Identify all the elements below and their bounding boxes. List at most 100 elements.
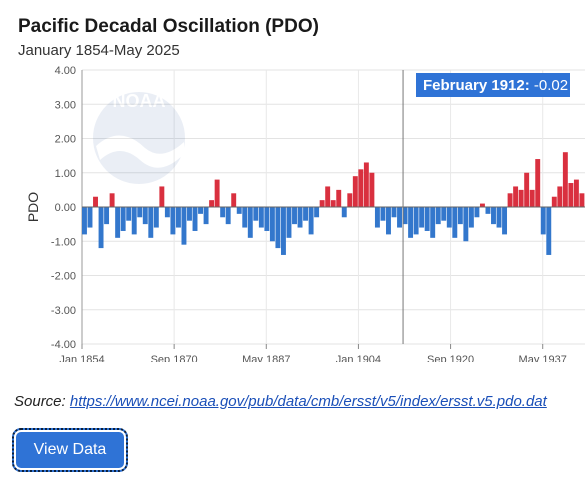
pdo-bar xyxy=(397,207,402,228)
pdo-bar xyxy=(109,193,115,207)
pdo-bar xyxy=(446,207,452,228)
pdo-bar xyxy=(220,207,226,218)
pdo-bar xyxy=(236,207,242,214)
y-tick-label: 2.00 xyxy=(55,134,76,146)
pdo-bar xyxy=(192,207,198,231)
pdo-bar xyxy=(380,207,386,221)
pdo-bar xyxy=(292,207,297,225)
pdo-bar xyxy=(391,207,397,218)
x-tick-label: May 1937 xyxy=(519,354,567,362)
source-label: Source: xyxy=(14,393,66,410)
x-tick-label: Jan 1854 xyxy=(59,354,104,362)
pdo-bar xyxy=(513,186,519,207)
pdo-bar xyxy=(175,207,181,228)
pdo-bar xyxy=(524,172,530,207)
pdo-bar xyxy=(269,207,275,242)
pdo-bar xyxy=(325,186,331,207)
x-tick-label: Sep 1920 xyxy=(427,354,474,362)
pdo-bar xyxy=(253,207,259,221)
pdo-bar xyxy=(374,207,380,228)
pdo-bar xyxy=(485,207,491,214)
pdo-bar xyxy=(435,207,441,225)
pdo-bar xyxy=(363,162,369,207)
pdo-bar xyxy=(275,207,281,249)
pdo-bar xyxy=(347,193,353,207)
hover-tooltip: February 1912: -0.02 xyxy=(416,73,570,97)
pdo-bar xyxy=(126,207,132,221)
bar-series xyxy=(82,152,585,255)
pdo-bar xyxy=(540,207,546,235)
y-tick-label: -4.00 xyxy=(51,339,76,351)
pdo-bar xyxy=(352,176,358,207)
chart-subtitle: January 1854-May 2025 xyxy=(18,42,180,59)
x-tick-label: May 1887 xyxy=(242,354,290,362)
pdo-bar xyxy=(402,207,408,225)
pdo-bar xyxy=(551,196,557,207)
pdo-bar xyxy=(286,207,292,238)
pdo-bar xyxy=(468,207,474,228)
pdo-bar xyxy=(148,207,154,238)
pdo-bar xyxy=(491,207,496,225)
y-tick-label: 3.00 xyxy=(55,99,76,111)
pdo-bar xyxy=(341,207,347,218)
pdo-bar xyxy=(142,207,148,225)
pdo-bar xyxy=(98,207,104,249)
tooltip-date: February 1912 xyxy=(423,77,525,94)
pdo-bar xyxy=(297,207,303,228)
pdo-chart[interactable]: NOAA 4.00 3.00 2.00 1.00 0.00 -1.00 -2.00 -3.00… xyxy=(0,62,585,362)
y-axis-label: PDO xyxy=(25,192,41,222)
pdo-bar xyxy=(529,189,535,207)
pdo-bar xyxy=(131,207,137,235)
chart-title: Pacific Decadal Oscillation (PDO) xyxy=(18,16,319,37)
pdo-bar xyxy=(209,200,215,207)
pdo-bar xyxy=(568,183,574,207)
pdo-bar xyxy=(87,207,93,228)
pdo-bar xyxy=(386,207,391,235)
tooltip-value: -0.02 xyxy=(534,77,568,94)
pdo-bar xyxy=(181,207,187,245)
y-tick-label: 4.00 xyxy=(55,65,76,77)
pdo-bar xyxy=(336,189,342,207)
pdo-bar xyxy=(463,207,469,242)
y-tick-label: -3.00 xyxy=(51,305,76,317)
x-tick-label: Sep 1870 xyxy=(151,354,198,362)
y-tick-label: -2.00 xyxy=(51,271,76,283)
pdo-bar xyxy=(479,203,485,207)
pdo-bar xyxy=(247,207,253,238)
pdo-bar xyxy=(430,207,436,238)
pdo-bar xyxy=(424,207,430,231)
pdo-bar xyxy=(104,207,110,225)
pdo-bar xyxy=(170,207,176,235)
pdo-bar xyxy=(93,196,98,207)
pdo-bar xyxy=(369,172,375,207)
y-tick-label: 1.00 xyxy=(55,168,76,180)
pdo-bar xyxy=(264,207,270,231)
pdo-bar xyxy=(408,207,414,238)
pdo-bar xyxy=(225,207,231,225)
view-data-button[interactable]: View Data xyxy=(12,428,128,472)
pdo-bar xyxy=(319,200,325,207)
pdo-bar xyxy=(518,189,524,207)
y-axis-ticks: 4.00 3.00 2.00 1.00 0.00 -1.00 -2.00 -3.00 -4.00 xyxy=(51,65,76,351)
pdo-bar xyxy=(457,207,463,225)
pdo-bar xyxy=(303,207,309,221)
tooltip-box xyxy=(416,73,570,97)
pdo-bar xyxy=(502,207,508,235)
pdo-bar xyxy=(330,200,336,207)
pdo-bar xyxy=(308,207,314,235)
pdo-bar xyxy=(164,207,170,218)
pdo-bar xyxy=(242,207,248,228)
pdo-bar xyxy=(214,179,220,207)
pdo-bar xyxy=(203,207,209,225)
source-link[interactable]: https://www.ncei.noaa.gov/pub/data/cmb/e… xyxy=(69,393,547,410)
pdo-bar xyxy=(314,207,320,218)
pdo-bar xyxy=(115,207,121,238)
pdo-bar xyxy=(507,193,513,207)
x-axis-ticks: Jan 1854 Sep 1870 May 1887 Jan 1904 Sep 1920… xyxy=(59,344,567,362)
pdo-bar xyxy=(120,207,126,231)
x-tick-label: Jan 1904 xyxy=(336,354,381,362)
noaa-logo-text: NOAA xyxy=(113,91,166,111)
pdo-bar xyxy=(441,207,447,221)
pdo-bar xyxy=(258,207,264,228)
pdo-bar xyxy=(159,186,165,207)
